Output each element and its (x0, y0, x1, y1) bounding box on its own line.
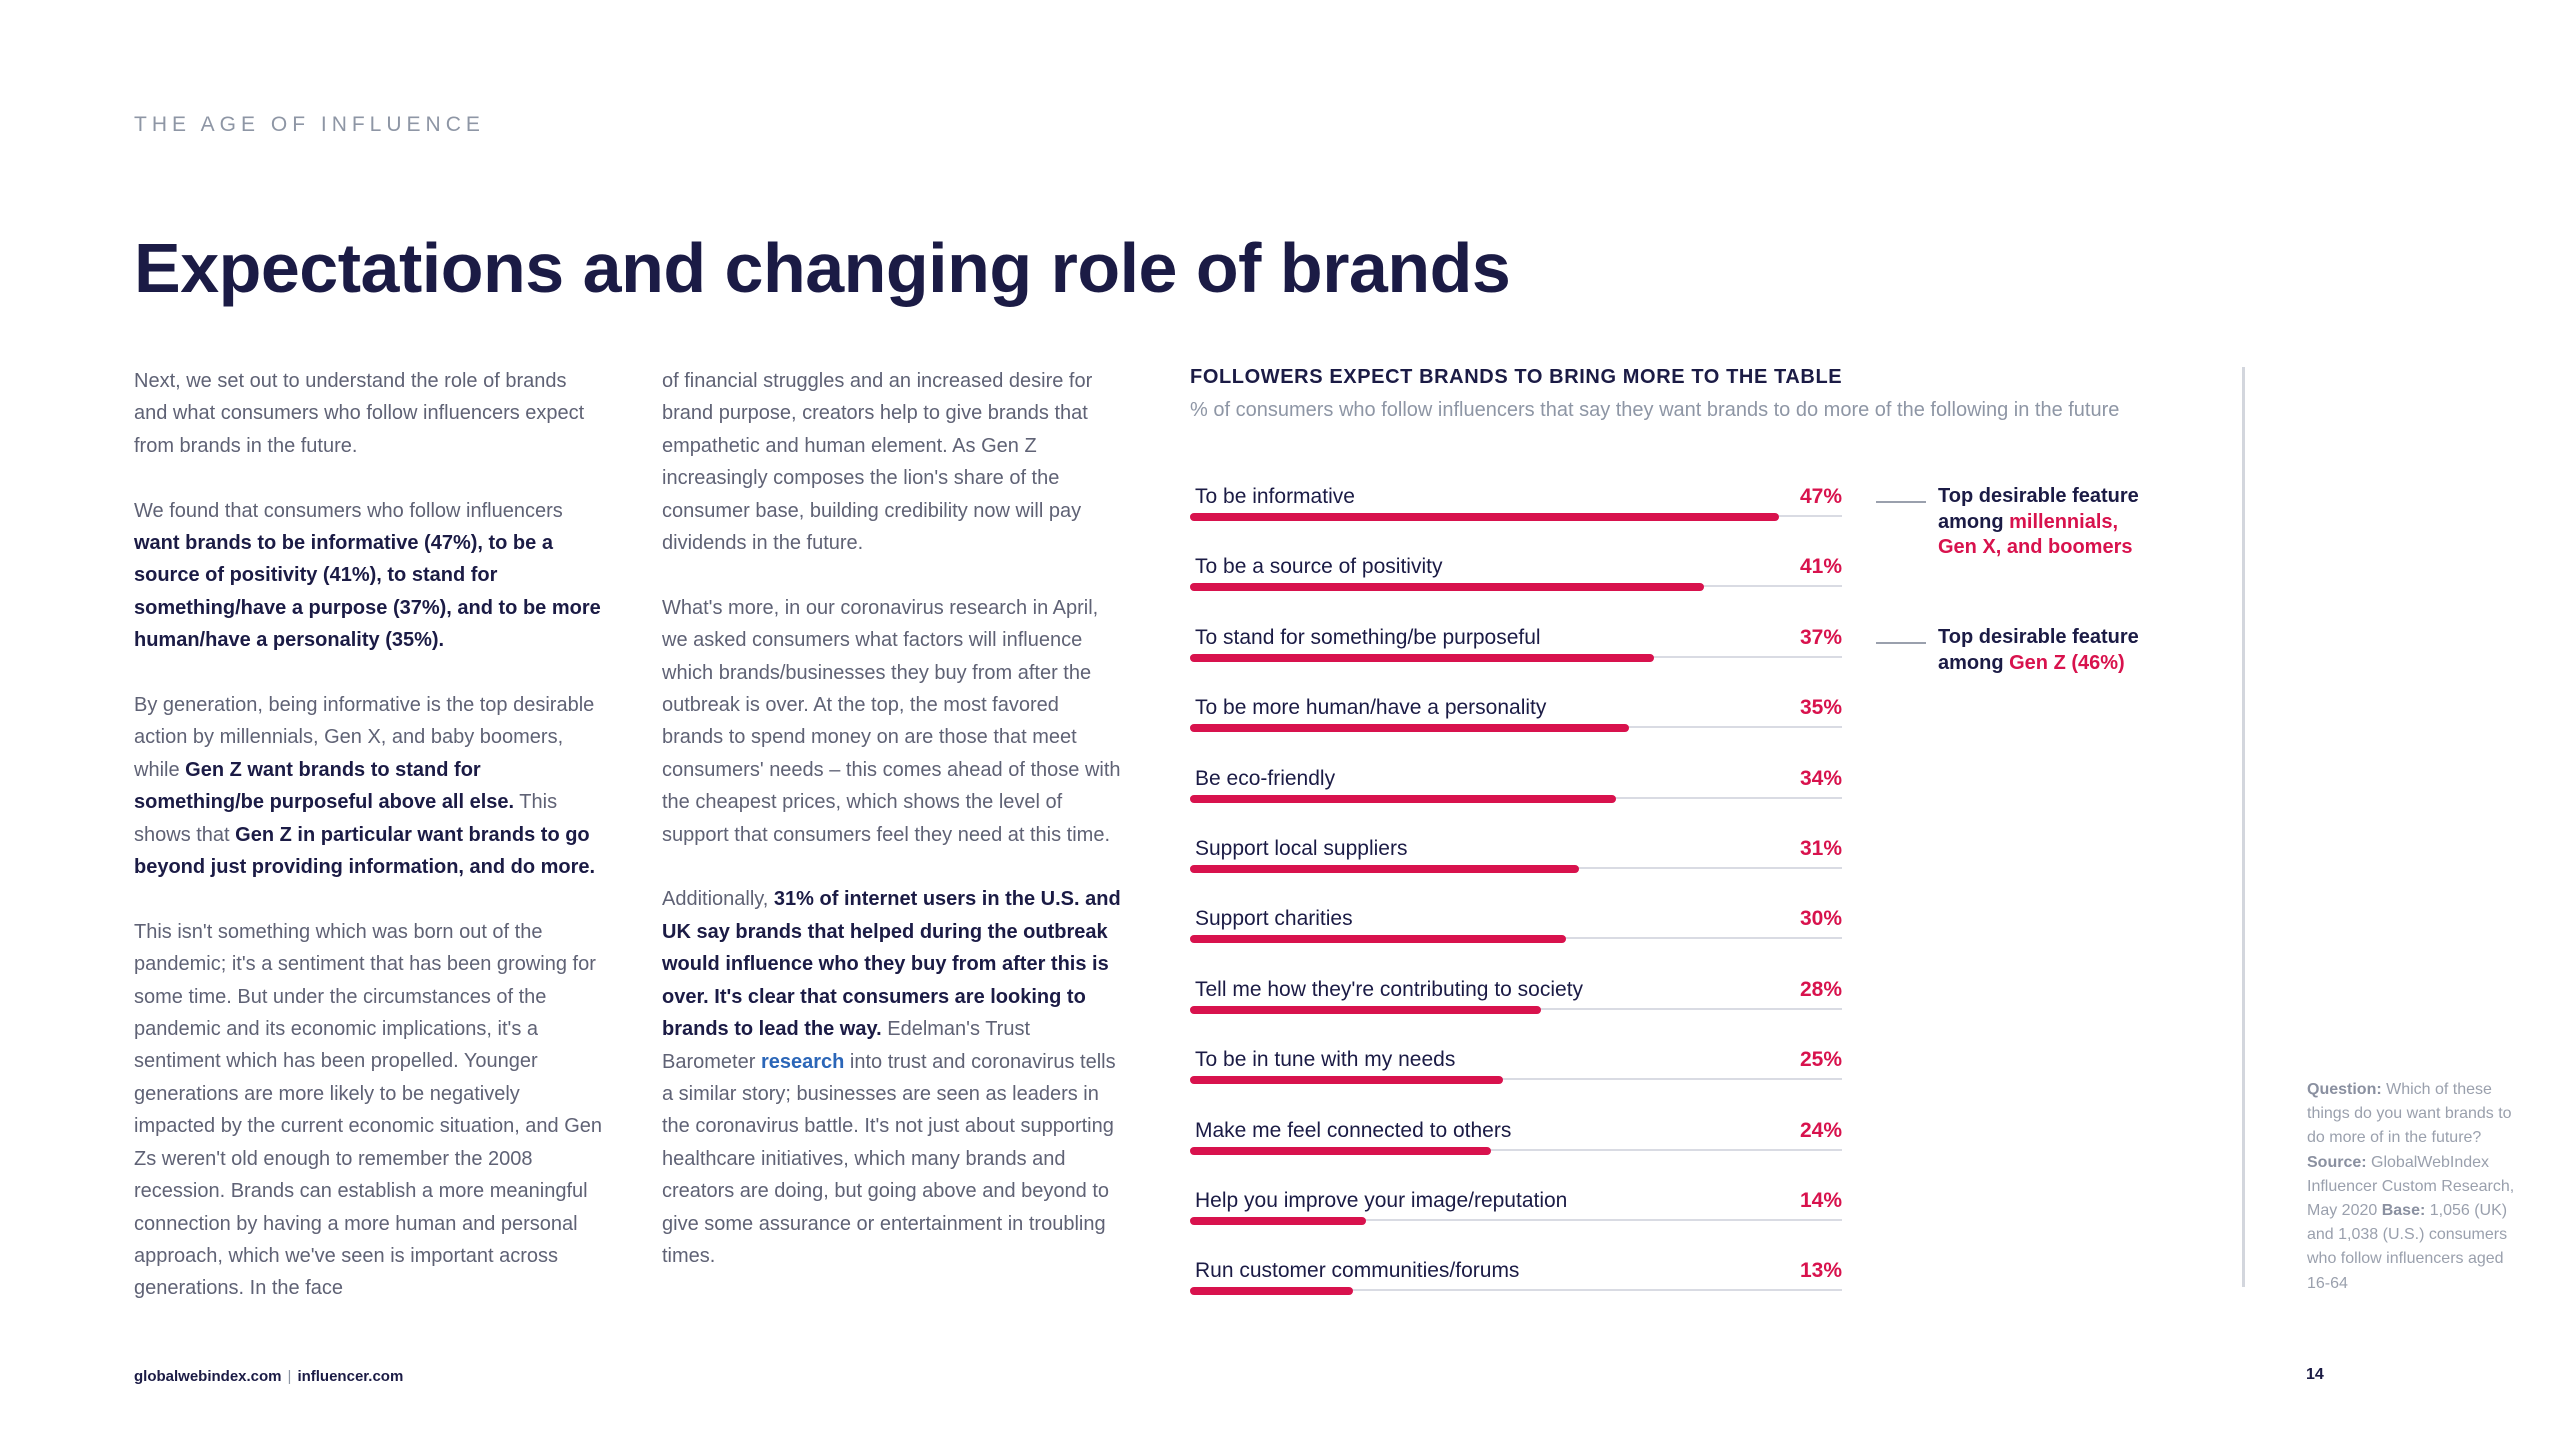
bar-label: Support charities (1195, 907, 1353, 931)
page-title: Expectations and changing role of brands (134, 229, 1511, 307)
source-note: Question: Which of these things do you w… (2307, 1081, 2515, 1292)
bar-label: To be in tune with my needs (1195, 1048, 1456, 1072)
bar-row: To be more human/have a personality 35% (1190, 696, 1842, 756)
bar (1190, 1146, 1491, 1155)
page-number: 14 (2306, 1366, 2324, 1383)
footer-site-1[interactable]: globalwebindex.com (134, 1368, 282, 1385)
paragraph: of financial struggles and an increased … (662, 370, 1093, 555)
paragraph: This isn't something which was born out … (134, 920, 603, 1300)
paragraph: What's more, in our coronavirus research… (662, 596, 1121, 846)
paragraph: Next, we set out to understand the role … (134, 370, 585, 457)
annotation-leader (1876, 642, 1926, 644)
bar-label: To be informative (1195, 485, 1355, 508)
bar-value-label: 37% (1799, 625, 1842, 649)
bar (1190, 1217, 1366, 1225)
bar-track (1190, 1289, 1842, 1292)
bar-value-label: 47% (1799, 485, 1842, 508)
research-link[interactable]: research (760, 1050, 845, 1073)
annotation-millennials: Top desirable feature among millennials,… (1938, 485, 2139, 558)
bar-value-label: 34% (1799, 766, 1842, 790)
footer-site-2[interactable]: influencer.com (297, 1368, 404, 1385)
bar-row: Tell me how they're contributing to soci… (1190, 978, 1842, 1038)
bar-label: Be eco-friendly (1195, 766, 1336, 790)
body-column-2: of financial struggles and an increased … (662, 365, 1122, 1305)
bar (1190, 794, 1617, 803)
bar-label: To be a source of positivity (1195, 555, 1443, 579)
chart-title: FOLLOWERS EXPECT BRANDS TO BRING MORE TO… (1190, 366, 1843, 388)
bar-value-label: 28% (1799, 977, 1842, 1001)
bar-row: To be a source of positivity 41% (1190, 555, 1842, 615)
paragraph: We found that consumers who follow influ… (134, 499, 601, 652)
bar-label: Run customer communities/forums (1195, 1259, 1520, 1283)
bar-label: To be more human/have a personality (1195, 696, 1547, 720)
bar-row: Be eco-friendly 34% (1190, 767, 1842, 827)
bar (1190, 935, 1567, 944)
bar (1190, 513, 1780, 521)
bar-value-label: 25% (1799, 1048, 1842, 1072)
footer-links: globalwebindex.com | influencer.com (134, 1368, 403, 1385)
bar-row: To be informative 47% (1190, 485, 1842, 545)
bar-value-label: 13% (1799, 1259, 1842, 1283)
bar-value-label: 24% (1799, 1118, 1842, 1142)
footer-separator: | (287, 1368, 292, 1385)
bar (1190, 583, 1705, 592)
bar-value-label: 41% (1799, 555, 1842, 579)
bar-value-label: 31% (1799, 837, 1842, 860)
bar (1190, 1287, 1353, 1296)
section-eyebrow: THE AGE OF INFLUENCE (134, 113, 485, 136)
bar-row: Help you improve your image/reputation 14… (1190, 1189, 1842, 1249)
bar-row: Support charities 30% (1190, 907, 1842, 967)
bar-row: Make me feel connected to others 24% (1190, 1119, 1842, 1179)
body-column-1: Next, we set out to understand the role … (134, 365, 604, 1337)
bar-value-label: 30% (1799, 907, 1842, 931)
bar-label: To stand for something/be purposeful (1195, 625, 1541, 649)
bar-track (1190, 1078, 1842, 1081)
annotation-gen-z: Top desirable feature among Gen Z (46%) (1938, 626, 2139, 674)
bar-label: Help you improve your image/reputation (1195, 1189, 1568, 1212)
vertical-divider (2242, 367, 2245, 1287)
bar (1190, 865, 1579, 873)
bar-track (1190, 1148, 1842, 1151)
bar-label: Support local suppliers (1195, 837, 1408, 860)
bar-row: To stand for something/be purposeful 37% (1190, 626, 1842, 686)
bar-label: Tell me how they're contributing to soci… (1195, 977, 1584, 1001)
bar (1190, 653, 1654, 662)
bar (1190, 1076, 1504, 1085)
paragraph: By generation, being informative is the … (134, 694, 596, 879)
bar-value-label: 35% (1799, 696, 1842, 720)
annotation-leader (1876, 501, 1926, 503)
bar (1190, 724, 1629, 733)
bar-row: Run customer communities/forums 13% (1190, 1259, 1842, 1319)
bar-row: Support local suppliers 31% (1190, 837, 1842, 897)
bar-track (1190, 1219, 1842, 1221)
bar-row: To be in tune with my needs 25% (1190, 1048, 1842, 1108)
paragraph: Additionally, 31% of internet users in t… (662, 888, 1121, 1267)
chart-subtitle: % of consumers who follow influencers th… (1190, 399, 2120, 421)
bar-label: Make me feel connected to others (1195, 1118, 1512, 1142)
bar (1190, 1005, 1542, 1014)
bar-value-label: 14% (1799, 1189, 1842, 1212)
